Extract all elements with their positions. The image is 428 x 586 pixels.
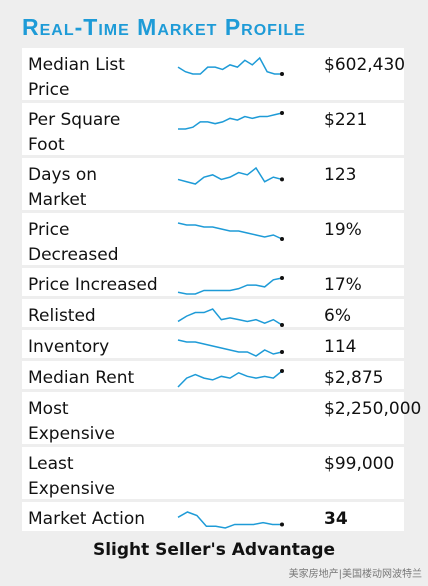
row: Market Action 34	[22, 502, 404, 531]
row: Price Increased 17%	[22, 268, 404, 296]
sparkline	[177, 56, 284, 76]
row-value: $221	[324, 110, 368, 130]
row-value: 123	[324, 165, 357, 185]
row-label: Median Rent	[28, 368, 135, 388]
row-value: 19%	[324, 220, 362, 240]
trend-end	[280, 350, 284, 354]
row-label: Price Increased	[28, 275, 158, 295]
row: Inventory 114	[22, 330, 404, 358]
trend-end	[280, 323, 284, 327]
row-label: Median List Price	[28, 55, 125, 100]
row-label: Per Square Foot	[28, 110, 121, 155]
row-value: 34	[324, 509, 348, 529]
row: Relisted 6%	[22, 299, 404, 327]
trend-line	[178, 112, 283, 130]
sparkline	[177, 276, 284, 295]
row-value: 17%	[324, 275, 362, 295]
watermark: 美家房地产|美国楼动网波特兰	[288, 569, 422, 580]
row: Least Expensive $99,000	[22, 447, 404, 499]
trend-end	[280, 177, 284, 182]
sparkline	[177, 308, 284, 327]
row-value: $99,000	[324, 454, 395, 474]
trend-line	[177, 511, 282, 529]
row-label: Most Expensive	[28, 399, 115, 444]
trend-line	[177, 222, 283, 240]
sparkline	[177, 511, 284, 529]
row: Most Expensive $2,250,000	[22, 392, 421, 444]
row-label: Inventory	[28, 337, 110, 357]
trend-end	[280, 72, 284, 76]
trend-line	[177, 56, 282, 75]
trend-line	[177, 166, 283, 185]
trend-end	[280, 369, 284, 373]
trend-end	[280, 522, 284, 527]
row: Days on Market 123	[22, 158, 404, 210]
sparkline	[178, 111, 284, 130]
row-value: 6%	[324, 306, 351, 326]
rows: Median List Price $602,430 Per Square Foot…	[22, 48, 421, 534]
row-label: Days on Market	[28, 165, 98, 210]
trend-line	[177, 308, 283, 326]
row-value: $2,250,000	[324, 399, 422, 419]
sparkline	[174, 397, 324, 422]
sparkline	[177, 339, 284, 357]
trend-end	[280, 111, 284, 115]
trend-end	[280, 237, 284, 241]
row-value: $602,430	[324, 55, 406, 75]
sparkline	[177, 222, 284, 241]
sparkline	[177, 166, 284, 185]
footer: Slight Seller's Advantage	[92, 540, 336, 560]
row-label: Price Decreased	[28, 220, 119, 265]
row-label: Least Expensive	[28, 454, 115, 499]
row: Median Rent $2,875	[22, 361, 404, 389]
row: Median List Price $602,430	[22, 48, 406, 100]
sparkline	[174, 452, 324, 477]
trend-line	[177, 370, 283, 388]
title: Real-Time Market Profile	[22, 14, 306, 40]
row-value: 114	[324, 337, 357, 357]
trend-line	[177, 277, 283, 295]
trend-line	[177, 339, 283, 357]
row: Price Decreased 19%	[22, 213, 404, 265]
row-label: Market Action	[28, 509, 146, 529]
trend-end	[280, 276, 284, 280]
row: Per Square Foot $221	[22, 103, 404, 155]
row-label: Relisted	[28, 306, 96, 326]
row-value: $2,875	[324, 368, 384, 388]
sparkline	[177, 369, 284, 388]
